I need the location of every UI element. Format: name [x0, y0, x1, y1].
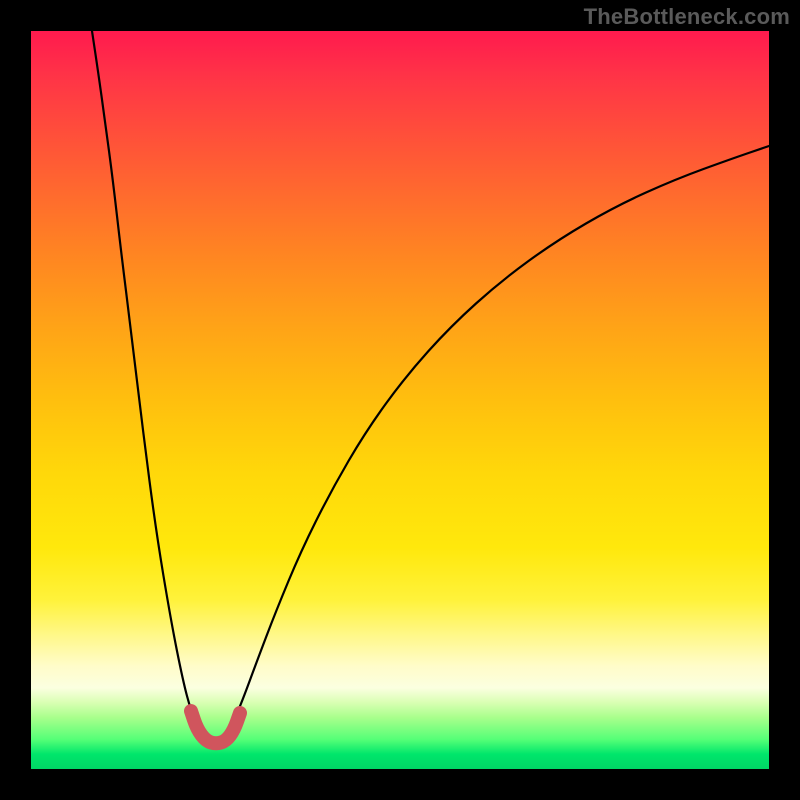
curve-layer: [31, 31, 769, 769]
watermark-text: TheBottleneck.com: [584, 4, 790, 30]
optimal-marker: [191, 711, 240, 743]
plot-area: [31, 31, 769, 769]
bottleneck-curve-left: [92, 31, 206, 736]
chart-canvas: TheBottleneck.com: [0, 0, 800, 800]
bottleneck-curve-right: [226, 146, 769, 736]
